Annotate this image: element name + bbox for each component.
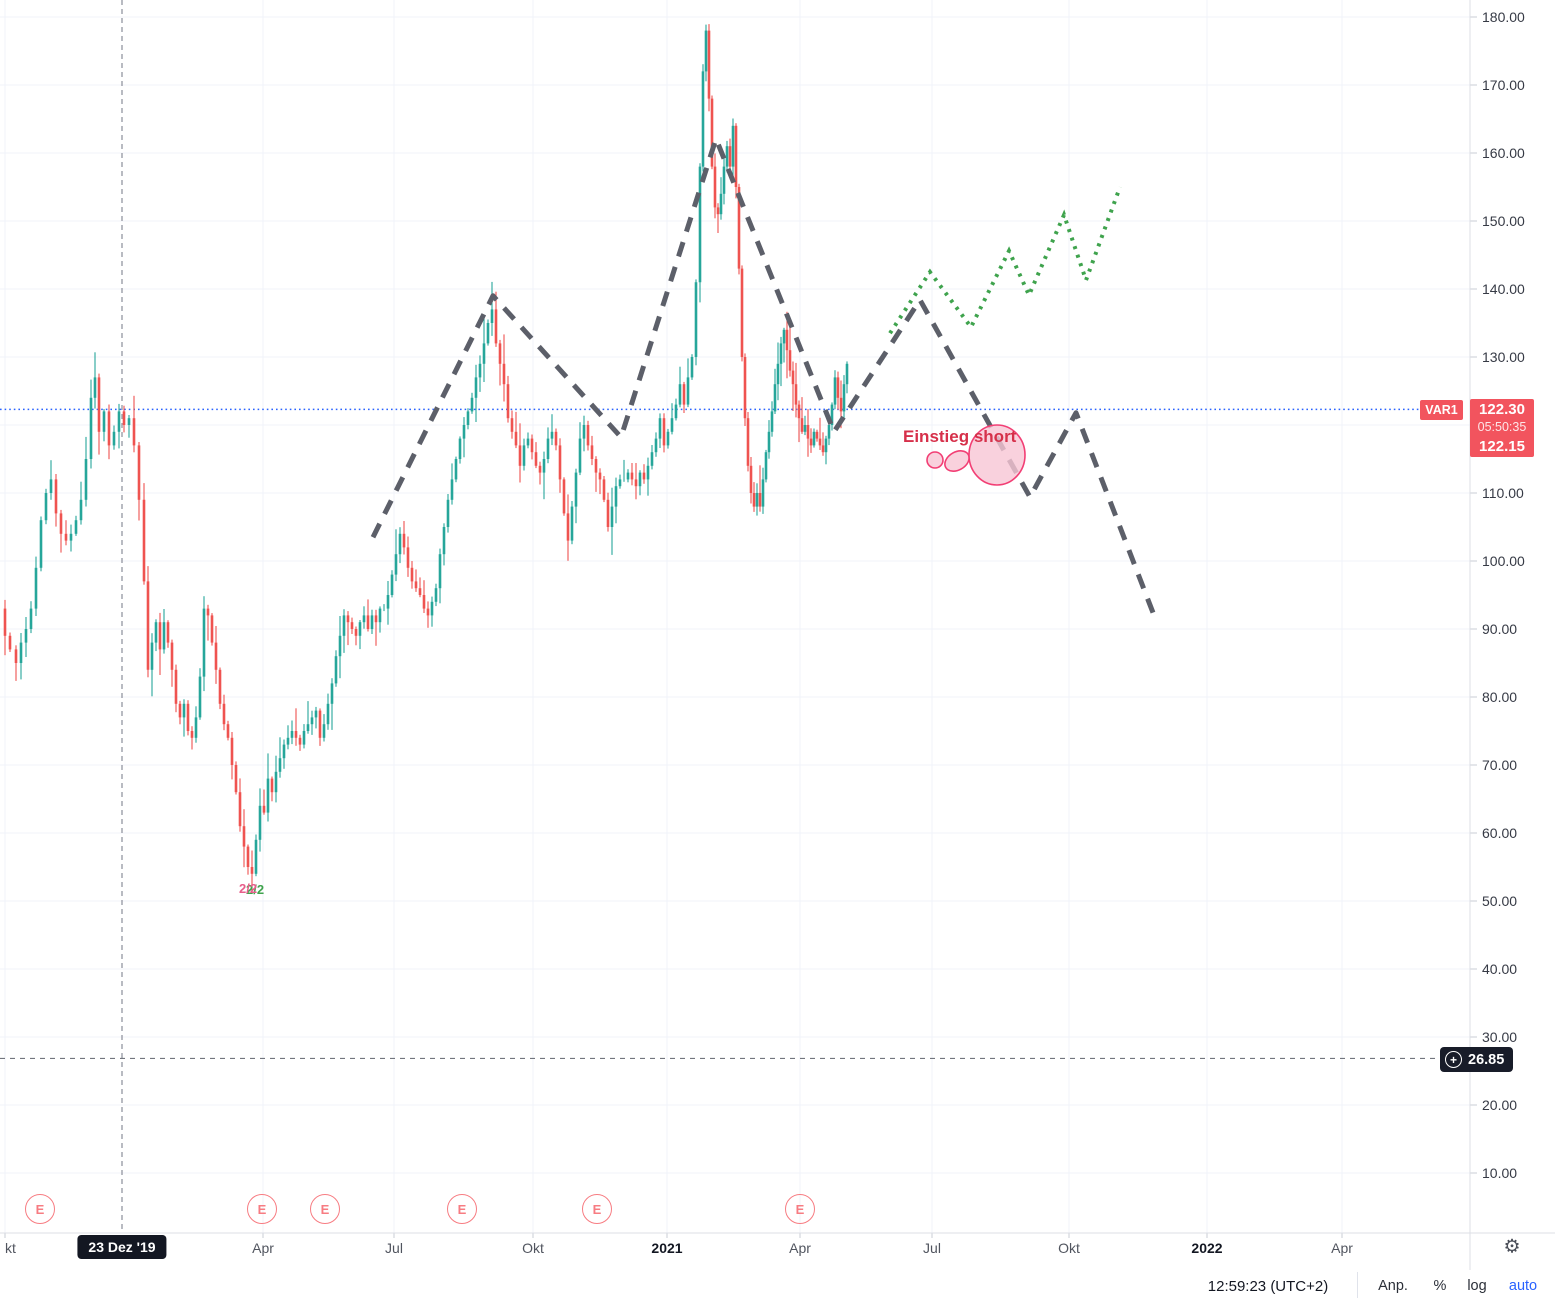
gear-icon[interactable]: ⚙ bbox=[1503, 1236, 1521, 1258]
split-marker: 2/2 2/2 bbox=[239, 881, 279, 897]
earnings-badge[interactable]: E bbox=[247, 1194, 277, 1224]
split-marker-back: 2/2 bbox=[246, 882, 265, 897]
price-tick-label: 140.00 bbox=[1482, 281, 1525, 297]
var1-chip[interactable]: VAR1 bbox=[1420, 400, 1463, 420]
last-price-label: 122.15 bbox=[1479, 438, 1525, 455]
countdown-label: 05:50:35 bbox=[1477, 420, 1527, 434]
date-tooltip: 23 Dez '19 bbox=[77, 1235, 167, 1259]
log-button[interactable]: log bbox=[1467, 1278, 1487, 1294]
price-tick-label: 20.00 bbox=[1482, 1097, 1518, 1113]
toolbar-separator bbox=[1357, 1272, 1358, 1298]
price-tick-label: 40.00 bbox=[1482, 961, 1518, 977]
price-tick-label: 70.00 bbox=[1482, 757, 1518, 773]
earnings-badge[interactable]: E bbox=[310, 1194, 340, 1224]
time-label: Apr bbox=[1331, 1240, 1353, 1256]
time-label: Okt bbox=[522, 1240, 544, 1256]
price-label-block: 122.30 05:50:35 122.15 bbox=[1470, 399, 1534, 457]
var1-price-label: 122.30 bbox=[1479, 401, 1525, 418]
time-label: Jul bbox=[923, 1240, 941, 1256]
price-tick-label: 10.00 bbox=[1482, 1165, 1518, 1181]
earnings-badge[interactable]: E bbox=[785, 1194, 815, 1224]
price-tick-label: 180.00 bbox=[1482, 9, 1525, 25]
adjust-button[interactable]: Anp. bbox=[1378, 1278, 1408, 1294]
price-tick-label: 80.00 bbox=[1482, 689, 1518, 705]
price-tick-label: 160.00 bbox=[1482, 145, 1525, 161]
alert-price-value: 26.85 bbox=[1468, 1051, 1505, 1068]
price-tick-label: 110.00 bbox=[1482, 485, 1524, 501]
time-label: kt bbox=[5, 1240, 16, 1256]
percent-button[interactable]: % bbox=[1433, 1278, 1447, 1294]
alert-price-label[interactable]: + 26.85 bbox=[1440, 1047, 1514, 1072]
time-label: Jul bbox=[385, 1240, 403, 1256]
time-label: Okt bbox=[1058, 1240, 1080, 1256]
time-label: 2022 bbox=[1191, 1240, 1223, 1256]
split-marker-front: 2/2 bbox=[239, 881, 258, 896]
price-tick-label: 150.00 bbox=[1482, 213, 1525, 229]
earnings-badge[interactable]: E bbox=[25, 1194, 55, 1224]
price-tick-label: 50.00 bbox=[1482, 893, 1518, 909]
price-tick-label: 90.00 bbox=[1482, 621, 1518, 637]
price-tick-label: 130.00 bbox=[1482, 349, 1525, 365]
earnings-badge[interactable]: E bbox=[447, 1194, 477, 1224]
price-tick-label: 170.00 bbox=[1482, 77, 1525, 93]
auto-button[interactable]: auto bbox=[1508, 1278, 1538, 1294]
entry-annotation[interactable]: Einstieg short bbox=[903, 427, 1017, 446]
plus-circle-icon[interactable]: + bbox=[1445, 1051, 1462, 1068]
price-tick-label: 60.00 bbox=[1482, 825, 1518, 841]
price-tick-label: 100.00 bbox=[1482, 553, 1525, 569]
price-tick-label: 30.00 bbox=[1482, 1029, 1518, 1045]
earnings-badge[interactable]: E bbox=[582, 1194, 612, 1224]
time-label: Apr bbox=[789, 1240, 811, 1256]
time-label: 2021 bbox=[651, 1240, 683, 1256]
time-label: Apr bbox=[252, 1240, 274, 1256]
clock-label[interactable]: 12:59:23 (UTC+2) bbox=[1207, 1278, 1329, 1295]
